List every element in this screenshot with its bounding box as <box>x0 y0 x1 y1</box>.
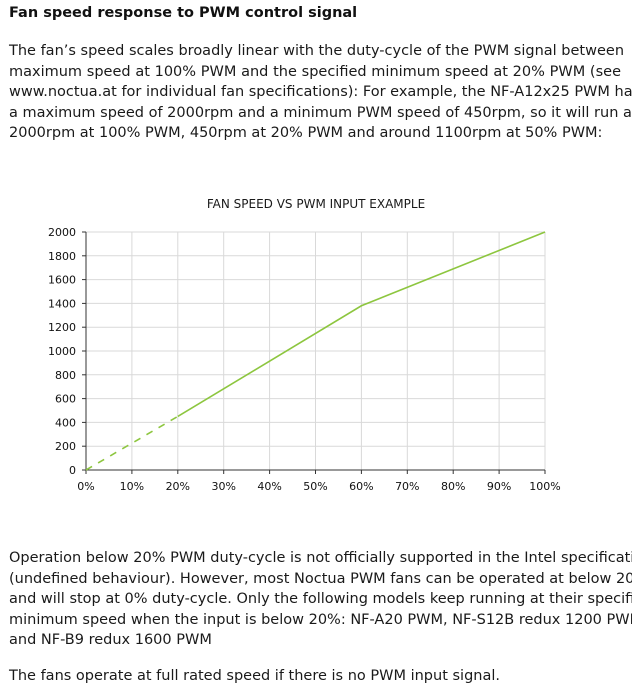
no-signal-paragraph: The fans operate at full rated speed if … <box>9 668 500 684</box>
x-tick-label: 70% <box>395 480 419 493</box>
y-tick-label: 1800 <box>48 250 76 263</box>
paragraph-line: minimum speed when the input is below 20… <box>9 611 632 628</box>
y-tick-label: 1600 <box>48 274 76 287</box>
paragraph-line: a maximum speed of 2000rpm and a minimum… <box>9 104 632 121</box>
paragraph-line: The fan’s speed scales broadly linear wi… <box>9 43 625 59</box>
x-tick-label: 50% <box>303 480 327 493</box>
y-tick-label: 400 <box>55 416 76 429</box>
paragraph-line: Operation below 20% PWM duty-cycle is no… <box>9 550 632 566</box>
paragraph-line: www.noctua.at for individual fan specifi… <box>9 84 632 100</box>
paragraph-line: and will stop at 0% duty-cycle. Only the… <box>9 591 632 607</box>
y-tick-label: 1200 <box>48 321 76 334</box>
y-tick-label: 200 <box>55 440 76 453</box>
intro-paragraph: The fan’s speed scales broadly linear wi… <box>9 41 632 144</box>
y-tick-label: 2000 <box>48 226 76 239</box>
fan-speed-chart: 0 200 400 600 800 1000 1200 1400 1600 1800 2000 0% 1… <box>48 226 561 493</box>
x-tick-label: 40% <box>257 480 281 493</box>
series-line <box>177 231 546 418</box>
y-tick-label: 0 <box>69 464 76 477</box>
x-tick-label: 100% <box>529 480 560 493</box>
operation-paragraph: Operation below 20% PWM duty-cycle is no… <box>9 548 632 651</box>
paragraph-line: (undefined behaviour). However, most Noc… <box>9 570 632 587</box>
series-line-dashed <box>85 415 179 471</box>
y-tick-label: 800 <box>55 369 76 382</box>
x-tick-label: 10% <box>120 480 144 493</box>
x-tick-label: 20% <box>166 480 190 493</box>
x-tick-label: 60% <box>349 480 373 493</box>
y-tick-label: 1000 <box>48 345 76 358</box>
chart-title: FAN SPEED VS PWM INPUT EXAMPLE <box>206 197 426 211</box>
paragraph-line: maximum speed at 100% PWM and the specif… <box>9 63 621 80</box>
x-tick-label: 30% <box>211 480 235 493</box>
paragraph-line: and NF-B9 redux 1600 PWM <box>9 632 212 648</box>
section-heading: Fan speed response to PWM control signal <box>9 5 358 21</box>
x-tick-label: 90% <box>487 480 511 493</box>
y-tick-label: 1400 <box>48 297 76 310</box>
x-tick-label: 0% <box>77 480 94 493</box>
x-tick-label: 80% <box>441 480 465 493</box>
y-tick-label: 600 <box>55 393 76 406</box>
paragraph-line: 2000rpm at 100% PWM, 450rpm at 20% PWM a… <box>9 125 603 141</box>
